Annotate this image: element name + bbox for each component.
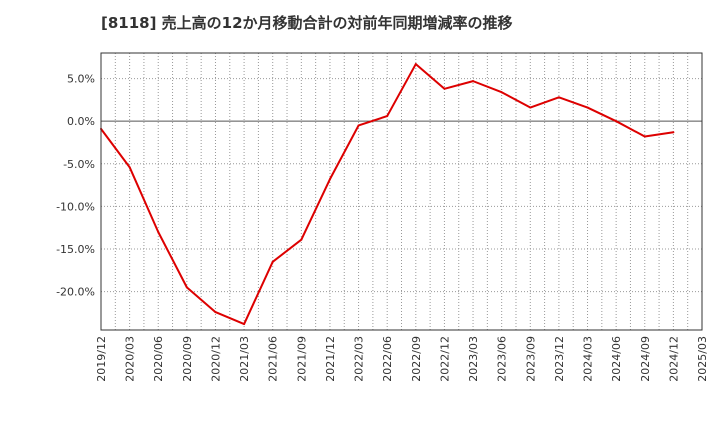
- data-point: [243, 323, 246, 326]
- x-tick-label: 2022/09: [410, 336, 423, 382]
- y-tick-label: 5.0%: [67, 73, 95, 86]
- x-tick-label: 2020/09: [181, 336, 194, 382]
- x-tick-label: 2023/09: [524, 336, 537, 382]
- data-point: [529, 106, 532, 109]
- data-point: [357, 124, 360, 127]
- x-tick-label: 2021/03: [238, 336, 251, 382]
- data-point: [271, 260, 274, 263]
- data-point: [414, 63, 417, 66]
- data-point: [128, 166, 131, 169]
- x-tick-label: 2024/12: [667, 336, 680, 382]
- x-tick-label: 2023/12: [553, 336, 566, 382]
- data-point: [185, 286, 188, 289]
- y-tick-label: -20.0%: [56, 286, 95, 299]
- data-point: [643, 135, 646, 138]
- data-point: [300, 238, 303, 241]
- x-tick-label: 2022/03: [353, 336, 366, 382]
- data-point: [586, 106, 589, 109]
- chart-title: [8118] 売上高の12か月移動合計の対前年同期増減率の推移: [101, 14, 513, 32]
- data-point: [557, 96, 560, 99]
- data-point: [672, 131, 675, 134]
- x-tick-label: 2020/03: [124, 336, 137, 382]
- data-point: [328, 178, 331, 181]
- x-tick-label: 2024/03: [582, 336, 595, 382]
- data-point: [500, 91, 503, 94]
- x-tick-label: 2022/06: [381, 336, 394, 382]
- x-tick-label: 2021/12: [324, 336, 337, 382]
- x-tick-label: 2020/12: [209, 336, 222, 382]
- grid-lines: [101, 53, 702, 330]
- x-tick-label: 2021/09: [295, 336, 308, 382]
- data-point: [615, 120, 618, 123]
- x-tick-label: 2021/06: [267, 336, 280, 382]
- x-tick-label: 2024/06: [610, 336, 623, 382]
- data-point: [386, 115, 389, 118]
- x-tick-label: 2020/06: [152, 336, 165, 382]
- x-tick-label: 2022/12: [438, 336, 451, 382]
- data-point: [472, 80, 475, 83]
- y-axis-ticks: 5.0% 0.0% -5.0% -10.0% -15.0% -20.0%: [56, 73, 95, 299]
- x-tick-label: 2024/09: [639, 336, 652, 382]
- data-point: [214, 311, 217, 314]
- data-point: [157, 230, 160, 233]
- y-tick-label: -15.0%: [56, 243, 95, 256]
- x-tick-label: 2025/03: [696, 336, 709, 382]
- y-tick-label: 0.0%: [67, 115, 95, 128]
- x-tick-label: 2023/06: [496, 336, 509, 382]
- x-tick-label: 2019/12: [95, 336, 108, 382]
- y-tick-label: -5.0%: [63, 158, 95, 171]
- data-point: [443, 87, 446, 90]
- y-tick-label: -10.0%: [56, 200, 95, 213]
- plot-frame: [100, 52, 703, 331]
- x-tick-label: 2023/03: [467, 336, 480, 382]
- x-axis-ticks: 2019/12 2020/03 2020/06 2020/09 2020/12 2021/…: [95, 336, 709, 382]
